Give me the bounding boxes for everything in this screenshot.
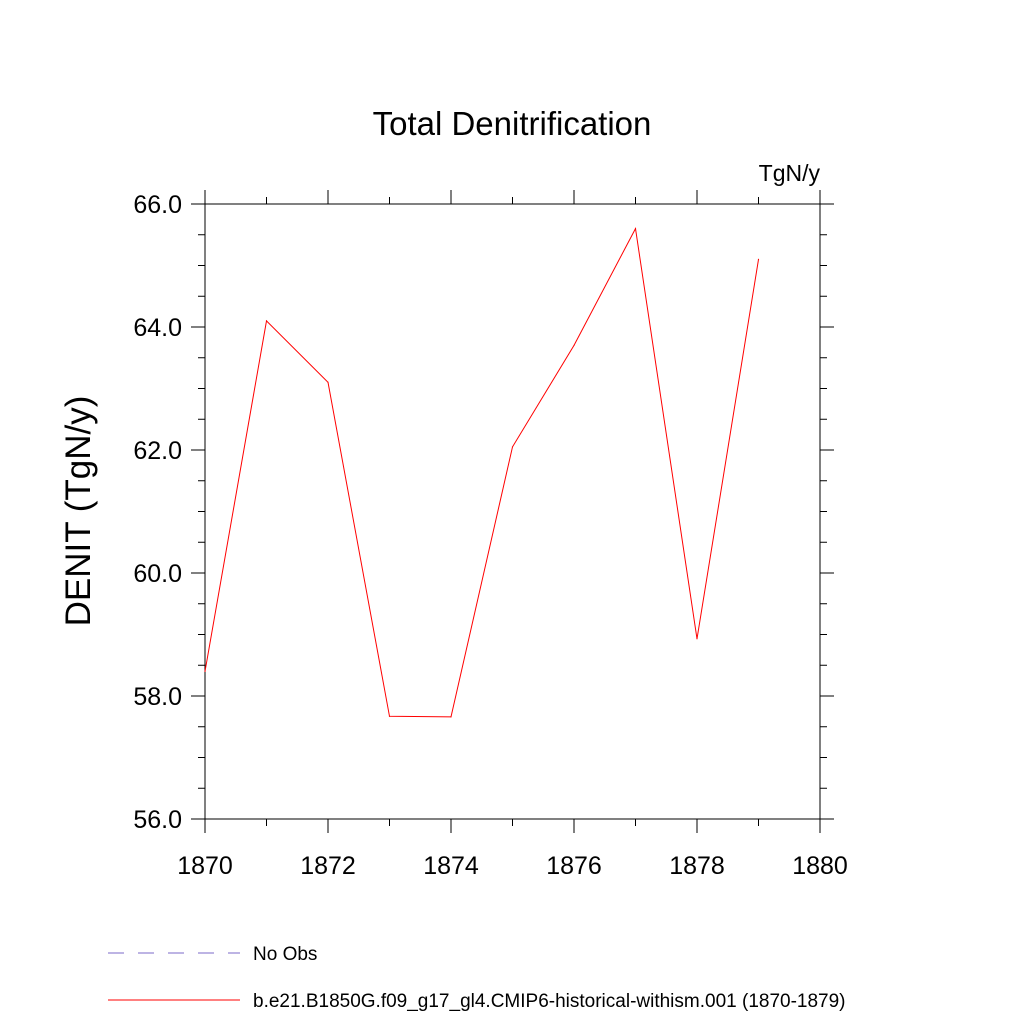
- units-label: TgN/y: [759, 160, 821, 186]
- data-point: [573, 344, 575, 347]
- legend: No Obs b.e21.B1850G.f09_g17_gl4.CMIP6-his…: [108, 944, 846, 1012]
- data-point: [634, 228, 637, 230]
- chart-title: Total Denitrification: [373, 105, 652, 142]
- legend-label: b.e21.B1850G.f09_g17_gl4.CMIP6-historica…: [253, 991, 846, 1012]
- x-tick-label: 1874: [423, 852, 479, 880]
- x-tick-label: 1872: [300, 852, 356, 880]
- y-tick-label: 64.0: [133, 314, 182, 342]
- y-tick-label: 62.0: [133, 437, 182, 465]
- axis-ticks: [191, 190, 834, 833]
- data-point: [450, 716, 452, 718]
- x-tick-label: 1870: [177, 852, 233, 880]
- y-tick-label: 56.0: [133, 806, 182, 834]
- data-point: [265, 320, 268, 322]
- legend-label: No Obs: [253, 944, 317, 965]
- data-point: [757, 258, 760, 260]
- data-point: [327, 381, 329, 383]
- data-point: [388, 715, 391, 717]
- x-tick-label: 1876: [546, 852, 602, 880]
- plot-frame: [204, 203, 821, 820]
- series-line: [204, 227, 759, 718]
- y-tick-label: 60.0: [133, 560, 182, 588]
- data-point: [511, 446, 514, 448]
- axis-tick-labels: 56.0 58.0 60.0 62.0 64.0 66.0 1870 1872 1874 1876…: [133, 191, 847, 880]
- x-tick-label: 1878: [669, 852, 725, 880]
- y-axis-label: DENIT (TgN/y): [59, 396, 98, 627]
- y-tick-label: 58.0: [133, 683, 182, 711]
- y-tick-label: 66.0: [133, 191, 182, 219]
- data-point: [696, 638, 698, 640]
- series-layer: [204, 227, 760, 718]
- x-tick-label: 1880: [792, 852, 848, 880]
- data-point: [204, 670, 206, 673]
